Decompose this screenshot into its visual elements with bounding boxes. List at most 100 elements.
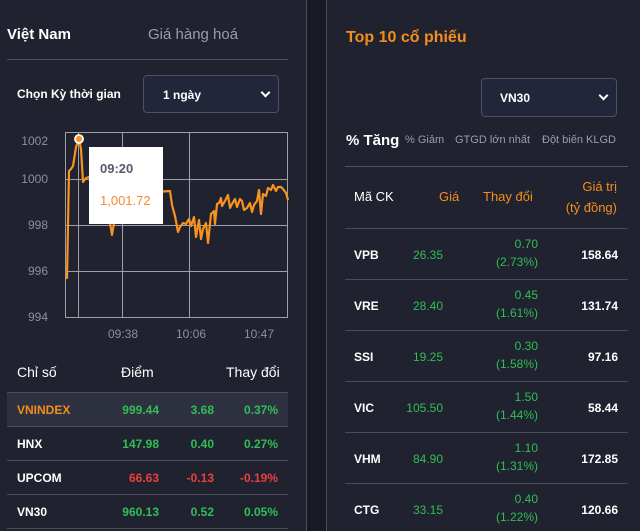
index-name: VNINDEX [17,403,71,417]
period-select-value: 1 ngày [163,88,202,102]
tab-top-losers[interactable]: % Giảm [405,134,445,146]
index-change: 0.40 [190,437,214,451]
index-row-hnx[interactable]: HNX 147.98 0.40 0.27% [7,426,288,460]
stock-change-pct: (2.73%) [495,255,538,269]
stock-price: 105.50 [406,401,443,415]
col-index-name: Chỉ số [17,364,57,380]
y-tick: 996 [27,264,48,278]
tab-top-gainers[interactable]: % Tăng [346,132,400,149]
stock-change-pct: (1.31%) [495,459,538,473]
stock-change: 0.45 [514,288,538,302]
col-value-unit: (tỷ đồng) [565,200,617,215]
stock-value: 158.64 [581,248,618,262]
panel-border [326,0,327,531]
tab-divider [7,59,288,60]
index-change: 3.68 [190,403,214,417]
panel-border [306,0,307,531]
index-name: HNX [17,437,43,451]
col-price: Giá [439,189,460,204]
index-pct: -0.19% [239,471,278,485]
x-tick: 10:06 [176,327,207,341]
tab-top-value[interactable]: GTGD lớn nhất [455,134,531,146]
stock-row[interactable]: SSI 19.25 0.30 (1.58%) 97.16 [345,330,628,381]
exchange-select-value: VN30 [500,91,531,105]
stock-change: 0.70 [514,237,538,251]
index-name: UPCOM [17,471,62,485]
index-pct: 0.27% [243,437,278,451]
col-change: Thay đổi [226,364,280,380]
index-pct: 0.05% [243,505,278,519]
exchange-select[interactable]: VN30 [481,78,617,117]
index-change: 0.52 [190,505,214,519]
stock-row[interactable]: VRE 28.40 0.45 (1.61%) 131.74 [345,279,628,330]
top-stocks-panel: Top 10 cổ phiếu VN30 % Tăng % Giảm GTGD … [327,0,640,531]
market-overview-panel: Việt Nam Giá hàng hoá Chọn Kỳ thời gian … [0,0,306,531]
tab-divider [345,166,628,167]
stock-table-header: Mã CK Giá Thay đổi Giá trị (tỷ đồng) [345,167,628,229]
index-points: 999.44 [122,403,159,417]
market-tabs: Việt Nam Giá hàng hoá [7,26,289,60]
stock-price: 19.25 [412,350,443,364]
x-tick: 10:47 [244,327,275,341]
index-row-vn30[interactable]: VN30 960.13 0.52 0.05% [7,494,288,528]
stock-value: 131.74 [581,299,618,313]
index-pct: 0.37% [243,403,278,417]
stock-row[interactable]: CTG 33.15 0.40 (1.22%) 120.66 [345,483,628,531]
index-points: 66.63 [128,471,159,485]
index-name: VN30 [17,505,48,519]
stock-price: 33.15 [412,503,443,517]
stock-change-pct: (1.61%) [495,306,538,320]
index-points: 147.98 [122,437,159,451]
stock-code: VHM [354,452,381,466]
y-tick: 1000 [21,172,48,186]
stock-change-pct: (1.44%) [495,408,538,422]
stock-change: 0.30 [514,339,538,353]
stock-value: 120.66 [581,503,618,517]
tab-vietnam[interactable]: Việt Nam [7,26,71,43]
stock-change-pct: (1.22%) [495,510,538,524]
tab-commodity-prices[interactable]: Giá hàng hoá [148,26,239,43]
stock-list: VPB 26.35 0.70 (2.73%) 158.64 VRE 28.40 … [345,228,628,531]
y-tick: 998 [27,218,48,232]
index-change: -0.13 [186,471,214,485]
y-tick: 994 [27,310,48,324]
stock-code: VIC [354,401,375,415]
index-line-chart[interactable]: 1002 1000 998 996 994 09:38 10:06 10:47 [0,125,300,345]
stock-code: VRE [354,299,379,313]
col-change: Thay đổi [483,189,533,204]
col-code: Mã CK [354,189,394,204]
index-points: 960.13 [122,505,159,519]
stock-value: 97.16 [587,350,618,364]
chevron-down-icon [260,87,271,98]
tab-volume-spike[interactable]: Đột biến KLGD [542,134,616,146]
stock-code: CTG [354,503,380,517]
stock-change: 1.10 [514,441,538,455]
x-tick: 09:38 [108,327,139,341]
chart-tooltip: 09:20 1,001.72 [89,147,163,224]
panel-gap [306,0,326,531]
col-points: Điểm [121,364,154,380]
stock-row[interactable]: VIC 105.50 1.50 (1.44%) 58.44 [345,381,628,432]
col-value: Giá trị [582,179,617,194]
stock-change-pct: (1.58%) [495,357,538,371]
index-row-vnindex[interactable]: VNINDEX 999.44 3.68 0.37% [7,392,288,426]
table-divider [7,528,288,529]
stock-value: 172.85 [581,452,618,466]
stock-row[interactable]: VHM 84.90 1.10 (1.31%) 172.85 [345,432,628,483]
index-table: Chỉ số Điểm Thay đổi VNINDEX 999.44 3.68… [7,355,288,529]
panel-title: Top 10 cổ phiếu [346,29,467,46]
index-table-header: Chỉ số Điểm Thay đổi [7,355,288,392]
stock-price: 84.90 [412,452,443,466]
stock-price: 26.35 [412,248,443,262]
index-row-upcom[interactable]: UPCOM 66.63 -0.13 -0.19% [7,460,288,494]
stock-row[interactable]: VPB 26.35 0.70 (2.73%) 158.64 [345,228,628,279]
period-label: Chọn Kỳ thời gian [17,87,121,101]
ranking-tabs: % Tăng % Giảm GTGD lớn nhất Đột biến KLG… [346,132,626,154]
stock-code: VPB [354,248,379,262]
period-select[interactable]: 1 ngày [143,75,279,113]
tooltip-value: 1,001.72 [100,193,151,208]
y-tick: 1002 [21,134,48,148]
stock-change: 0.40 [514,492,538,506]
tooltip-time: 09:20 [100,161,134,176]
stock-code: SSI [354,350,374,364]
